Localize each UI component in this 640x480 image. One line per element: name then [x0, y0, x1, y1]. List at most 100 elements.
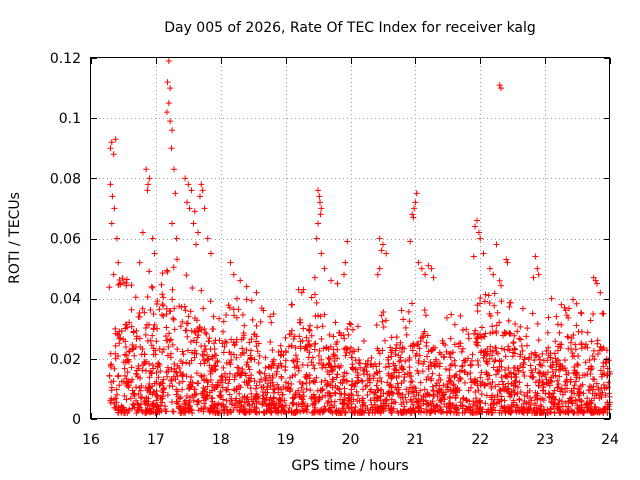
- data-point: [116, 382, 123, 389]
- data-point: [579, 381, 586, 388]
- data-point: [157, 368, 164, 375]
- data-point: [173, 369, 180, 376]
- data-point: [115, 409, 122, 416]
- data-point: [479, 406, 486, 413]
- data-point: [590, 347, 597, 354]
- data-point: [409, 211, 416, 218]
- data-point: [226, 370, 233, 377]
- data-point: [482, 400, 489, 407]
- data-point: [358, 377, 365, 384]
- data-point: [415, 398, 422, 405]
- data-point: [305, 337, 312, 344]
- data-point: [545, 344, 552, 351]
- data-point: [483, 371, 490, 378]
- data-point: [421, 408, 428, 415]
- data-point: [120, 404, 127, 411]
- data-point: [176, 380, 183, 387]
- data-point: [584, 395, 591, 402]
- data-point: [584, 403, 591, 410]
- data-point: [586, 399, 593, 406]
- data-point: [204, 356, 211, 363]
- data-point: [146, 360, 153, 367]
- data-point: [492, 383, 499, 390]
- data-point: [341, 335, 348, 342]
- data-point: [534, 265, 541, 272]
- data-point: [133, 327, 140, 334]
- data-point: [536, 409, 543, 416]
- data-point: [129, 401, 136, 408]
- data-point: [597, 289, 604, 296]
- data-point: [174, 373, 181, 380]
- data-point: [450, 402, 457, 409]
- data-point: [591, 356, 598, 363]
- data-point: [129, 387, 136, 394]
- data-point: [406, 318, 413, 325]
- y-tick-label: 0.12: [50, 51, 81, 67]
- data-point: [206, 335, 213, 342]
- data-point: [206, 407, 213, 414]
- data-point: [121, 351, 128, 358]
- data-point: [536, 369, 543, 376]
- data-point: [243, 296, 250, 303]
- data-point: [338, 391, 345, 398]
- data-point: [259, 401, 266, 408]
- data-point: [555, 403, 562, 410]
- data-point: [519, 347, 526, 354]
- data-point: [512, 371, 519, 378]
- data-point: [303, 406, 310, 413]
- data-point: [290, 358, 297, 365]
- data-point: [382, 317, 389, 324]
- data-point: [178, 303, 185, 310]
- data-point: [474, 308, 481, 315]
- data-point: [428, 408, 435, 415]
- data-point: [342, 409, 349, 416]
- data-point: [334, 338, 341, 345]
- data-point: [149, 403, 156, 410]
- data-point: [136, 335, 143, 342]
- data-point: [119, 275, 126, 282]
- data-point: [184, 320, 191, 327]
- data-point: [510, 349, 517, 356]
- data-point: [501, 397, 508, 404]
- data-point: [375, 387, 382, 394]
- data-point: [198, 181, 205, 188]
- data-point: [167, 308, 174, 315]
- data-point: [311, 346, 318, 353]
- data-point: [326, 355, 333, 362]
- data-point: [431, 360, 438, 367]
- data-point: [324, 389, 331, 396]
- data-point: [485, 292, 492, 299]
- data-point: [172, 190, 179, 197]
- data-point: [531, 406, 538, 413]
- data-point: [252, 395, 259, 402]
- data-point: [198, 343, 205, 350]
- data-point: [342, 408, 349, 415]
- data-point: [495, 381, 502, 388]
- data-point: [244, 359, 251, 366]
- data-point: [456, 387, 463, 394]
- data-point: [380, 408, 387, 415]
- data-point: [133, 397, 140, 404]
- data-point: [403, 399, 410, 406]
- data-point: [331, 398, 338, 405]
- data-point: [307, 343, 314, 350]
- data-point: [299, 337, 306, 344]
- data-point: [519, 305, 526, 312]
- data-point: [114, 373, 121, 380]
- data-point: [342, 352, 349, 359]
- data-point: [205, 355, 212, 362]
- data-point: [176, 303, 183, 310]
- data-point: [549, 364, 556, 371]
- data-point: [504, 259, 511, 266]
- data-point: [385, 354, 392, 361]
- data-point: [364, 392, 371, 399]
- data-point: [219, 384, 226, 391]
- data-point: [422, 397, 429, 404]
- data-point: [106, 284, 113, 291]
- data-point: [313, 374, 320, 381]
- data-point: [552, 338, 559, 345]
- data-point: [210, 313, 217, 320]
- data-point: [158, 281, 165, 288]
- data-point: [572, 397, 579, 404]
- data-point: [488, 384, 495, 391]
